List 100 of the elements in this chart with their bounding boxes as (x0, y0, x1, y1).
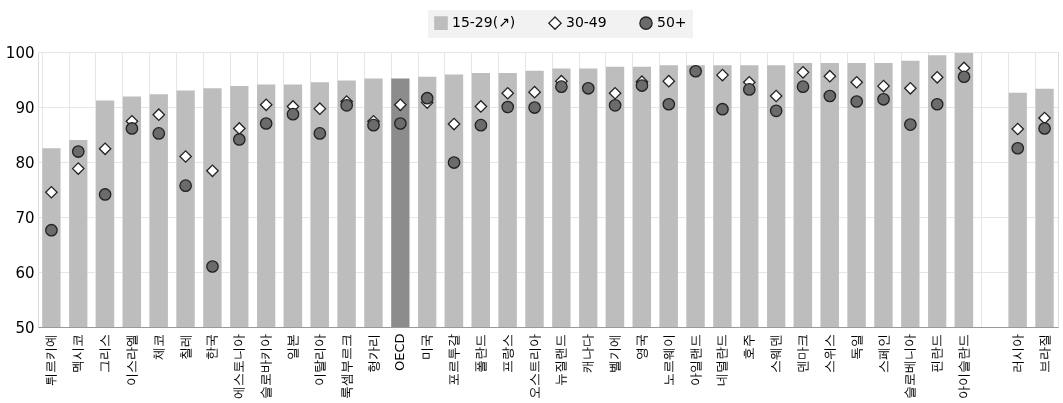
point (608, 99, 622, 112)
point (904, 81, 917, 95)
point (98, 188, 112, 201)
point (528, 101, 541, 114)
point (1011, 141, 1025, 155)
x-tick-label: 벨기에 (607, 333, 623, 373)
point (850, 95, 864, 108)
x-tick-label: 그리스 (97, 333, 113, 373)
x-tick-label: 네덜란드 (714, 333, 730, 386)
point (796, 66, 810, 79)
x-tick-label: 오스트리아 (526, 333, 542, 399)
x-tick-label: 룩셈부르크 (338, 333, 354, 399)
point (823, 69, 837, 83)
point (608, 86, 622, 100)
point (716, 102, 729, 116)
point (152, 127, 166, 140)
point (232, 122, 246, 135)
legend-label: 30-49 (566, 14, 607, 31)
x-tick-label: 아이슬란드 (956, 333, 972, 399)
x-tick-label: 뉴질랜드 (553, 333, 569, 386)
x-tick-label: 미국 (419, 333, 435, 360)
point (98, 142, 112, 156)
x-tick-label: 캐나다 (580, 333, 596, 373)
x-tick-label: 호주 (741, 333, 757, 360)
point (930, 70, 944, 84)
point (206, 164, 219, 178)
y-tick-label: 50 (15, 318, 35, 337)
point (769, 104, 783, 118)
point (340, 99, 354, 112)
x-tick-label: 이스라엘 (123, 333, 139, 386)
point (474, 118, 488, 132)
x-tick-label: 스웨덴 (768, 333, 784, 373)
x-tick-label: OECD (392, 333, 408, 372)
x-tick-label: 노르웨이 (660, 333, 676, 386)
point (501, 86, 515, 100)
point (1011, 122, 1025, 136)
point (957, 70, 971, 84)
point (1038, 111, 1051, 125)
x-tick-label: 영국 (633, 333, 649, 360)
x-tick-label: 이탈리아 (311, 333, 327, 386)
x-tick-label: 덴마크 (795, 333, 810, 373)
point (501, 100, 515, 114)
point (447, 117, 461, 131)
point (259, 98, 273, 112)
point (125, 122, 139, 135)
point (152, 108, 166, 122)
point (930, 97, 944, 111)
x-tick-label: 브라질 (1036, 333, 1052, 373)
x-tick-label: 스페인 (875, 333, 891, 373)
point (689, 64, 702, 78)
x-tick-label: 슬로베니아 (902, 333, 918, 399)
legend-label: 50+ (657, 14, 687, 31)
x-tick-label: 일본 (285, 333, 300, 360)
point (206, 260, 219, 273)
point (904, 118, 917, 131)
x-tick-label: 스위스 (821, 333, 837, 373)
x-tick-label: 슬로바키아 (258, 333, 274, 399)
point (420, 91, 434, 105)
point (313, 127, 327, 140)
x-tick-label: 폴란드 (472, 333, 488, 373)
x-tick-label: 프랑스 (499, 333, 515, 373)
point (769, 89, 783, 103)
y-tick-label: 100 (5, 43, 35, 62)
x-tick-label: 멕시코 (70, 333, 86, 373)
x-tick-label: 포르투갈 (446, 333, 462, 386)
point (877, 79, 890, 93)
legend-label: 15-29(↗) (452, 14, 516, 31)
y-tick-label: 60 (15, 263, 35, 282)
point (286, 107, 300, 121)
point (635, 79, 649, 92)
y-tick-label: 80 (15, 153, 35, 172)
x-tick-label: 칠레 (177, 333, 193, 360)
x-tick-label: 튀르키예 (43, 333, 59, 386)
point (662, 74, 676, 88)
y-tick-label: 70 (15, 208, 35, 227)
point (232, 133, 246, 146)
point (45, 223, 58, 237)
point (179, 179, 192, 192)
point (179, 150, 192, 163)
point (447, 156, 461, 169)
point (823, 89, 837, 103)
point (662, 97, 676, 111)
y-tick-label: 90 (15, 98, 35, 117)
point (742, 83, 756, 96)
x-tick-label: 러시아 (1009, 333, 1025, 373)
point (555, 80, 568, 93)
point (581, 81, 595, 95)
x-tick-label: 체코 (150, 333, 166, 360)
point (259, 117, 273, 130)
point (877, 92, 890, 106)
point (850, 75, 864, 89)
point (474, 100, 488, 113)
point (45, 185, 58, 199)
point (394, 117, 407, 130)
x-tick-label: 아일랜드 (687, 333, 703, 386)
point (796, 80, 810, 93)
x-tick-label: 독일 (848, 333, 864, 360)
point (394, 98, 407, 112)
point (528, 85, 541, 99)
x-tick-label: 에스토니아 (231, 333, 247, 399)
